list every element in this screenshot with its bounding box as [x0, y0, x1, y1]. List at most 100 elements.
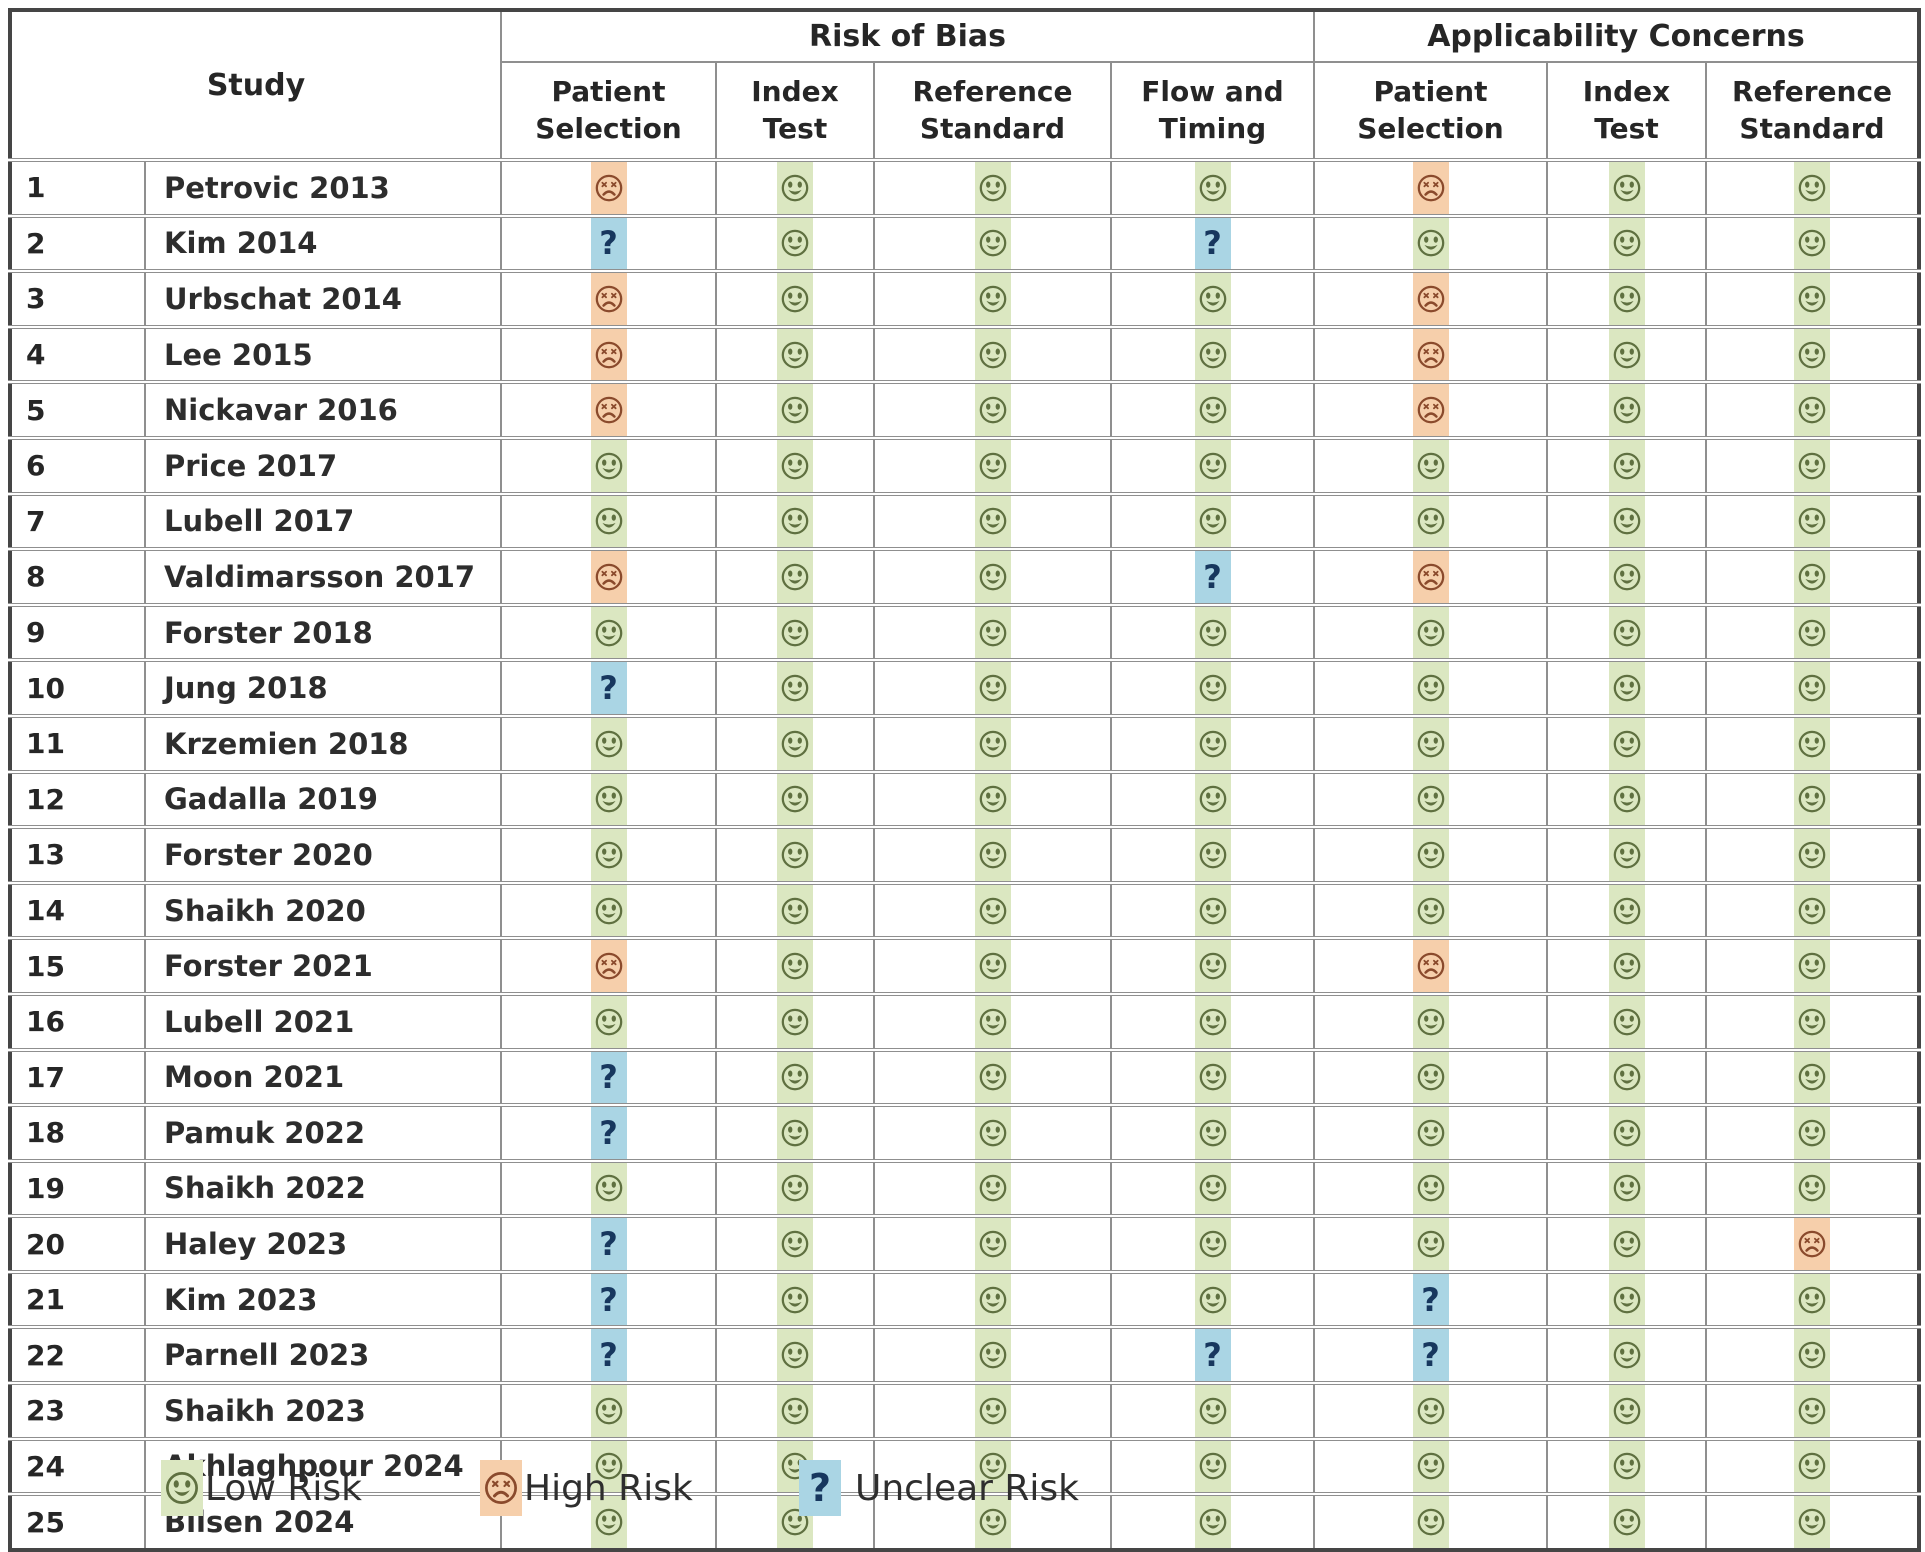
rating-cell	[1110, 936, 1315, 994]
low-risk-marker	[974, 831, 1011, 881]
low-risk-marker	[1194, 1275, 1231, 1326]
smiley-face-icon	[1798, 563, 1826, 591]
rating-cell	[873, 880, 1112, 939]
unclear-risk-legend-swatch: ?	[799, 1460, 841, 1516]
high-risk-marker	[590, 275, 627, 325]
smiley-face-icon	[1613, 730, 1640, 758]
row-number: 5	[9, 380, 146, 438]
rating-cell	[873, 991, 1112, 1050]
row-number: 15	[9, 936, 146, 994]
high-risk-marker	[1412, 275, 1449, 325]
smiley-face-icon	[1199, 1286, 1226, 1313]
smiley-face-icon	[595, 508, 622, 535]
low-risk-marker	[1412, 1442, 1449, 1493]
smiley-face-icon	[1417, 1453, 1444, 1480]
rating-cell	[715, 991, 875, 1050]
smiley-face-icon	[1613, 1008, 1640, 1036]
smiley-face-icon	[979, 1341, 1006, 1369]
high-risk-marker	[590, 553, 627, 603]
row-number: 12	[9, 769, 146, 828]
rating-cell	[715, 769, 875, 828]
low-risk-marker	[1794, 1275, 1830, 1326]
study-column-header: Study	[9, 10, 502, 160]
smiley-face-icon	[1613, 174, 1640, 202]
study-name: Shaikh 2023	[144, 1381, 502, 1439]
rating-cell	[715, 1214, 875, 1272]
frowny-face-icon	[1417, 285, 1444, 313]
rating-cell	[1313, 324, 1548, 383]
rating-cell	[1110, 991, 1315, 1050]
low-risk-marker	[777, 1164, 813, 1215]
low-risk-marker	[590, 719, 627, 770]
low-risk-marker	[974, 219, 1011, 270]
row-number: 8	[9, 547, 146, 605]
rating-cell	[1313, 158, 1548, 216]
frowny-face-icon	[1417, 563, 1444, 591]
study-row: 6 Price 2017	[9, 435, 1921, 494]
rating-cell	[1313, 1103, 1548, 1161]
study-name: Urbschat 2014	[144, 269, 502, 327]
smiley-face-icon	[1798, 952, 1826, 980]
low-risk-marker	[1194, 886, 1231, 937]
rating-cell	[1704, 158, 1921, 216]
low-risk-marker	[1412, 664, 1449, 714]
unclear-risk-marker: ?	[590, 1109, 627, 1159]
row-number: 25	[9, 1492, 146, 1550]
rob-flow-and-timing-header: Flow and Timing	[1110, 61, 1315, 160]
table-header: Study Risk of Bias Applicability Concern…	[9, 10, 1921, 160]
smiley-face-icon	[1613, 508, 1640, 535]
frowny-face-icon	[595, 174, 622, 202]
rating-cell	[715, 602, 875, 661]
rating-cell	[1546, 769, 1707, 828]
smiley-face-icon	[979, 1063, 1006, 1091]
study-name: Forster 2021	[144, 936, 502, 994]
low-risk-marker	[974, 553, 1011, 603]
rating-cell	[1704, 825, 1921, 883]
study-name: Shaikh 2022	[144, 1158, 502, 1217]
smiley-face-icon	[979, 1008, 1006, 1036]
low-risk-marker	[1194, 441, 1231, 492]
rating-cell	[500, 769, 717, 828]
study-name: Lubell 2021	[144, 991, 502, 1050]
low-risk-marker	[1412, 608, 1449, 659]
rating-cell	[1704, 1047, 1921, 1106]
low-risk-marker	[777, 997, 813, 1048]
low-risk-marker	[1412, 497, 1449, 548]
rating-cell	[500, 380, 717, 438]
rating-cell	[715, 491, 875, 550]
study-name: Jung 2018	[144, 658, 502, 716]
smiley-face-icon	[781, 952, 809, 980]
low-risk-marker	[1794, 1109, 1830, 1159]
unclear-risk-marker: ?	[1194, 553, 1231, 603]
low-risk-marker	[1608, 1164, 1645, 1215]
smiley-face-icon	[1417, 619, 1444, 646]
rating-cell	[1313, 880, 1548, 939]
smiley-face-icon	[781, 508, 809, 535]
rating-cell	[1313, 658, 1548, 716]
low-risk-marker	[777, 942, 813, 992]
low-risk-marker	[777, 1275, 813, 1326]
low-risk-marker	[590, 1387, 627, 1437]
smiley-face-icon	[781, 563, 809, 591]
smiley-face-icon	[1798, 230, 1826, 257]
smiley-face-icon	[1613, 1175, 1640, 1202]
low-risk-marker	[1608, 163, 1645, 214]
low-risk-marker	[1608, 1498, 1645, 1548]
smiley-face-icon	[1798, 1175, 1826, 1202]
smiley-face-icon	[1199, 841, 1226, 869]
high-risk-marker	[1412, 163, 1449, 214]
low-risk-marker	[1608, 441, 1645, 492]
smiley-face-icon	[1613, 396, 1640, 424]
study-row: 18 Pamuk 2022 ?	[9, 1103, 1921, 1161]
smiley-face-icon	[1417, 674, 1444, 702]
question-mark-icon: ?	[808, 1466, 832, 1510]
low-risk-marker	[1794, 775, 1830, 826]
rating-cell	[1110, 380, 1315, 438]
rating-cell	[1546, 158, 1707, 216]
legend-item-high-risk: High Risk	[480, 1460, 799, 1516]
frowny-face-icon	[1417, 341, 1444, 368]
high-risk-marker	[590, 330, 627, 381]
rating-cell	[1546, 936, 1707, 994]
low-risk-marker	[1194, 1220, 1231, 1270]
smiley-face-icon	[595, 730, 622, 758]
